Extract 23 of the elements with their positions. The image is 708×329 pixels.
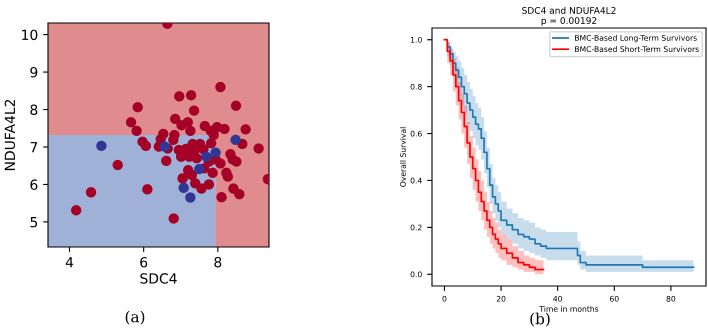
- x-tick-label: 8: [214, 256, 222, 268]
- point: [185, 192, 196, 203]
- y-axis-title: NDUFA4L2: [4, 100, 16, 170]
- y-tick-label: 6: [30, 179, 38, 190]
- y-tick-label: 7: [30, 142, 38, 152]
- y-tick-label: 9: [30, 67, 38, 78]
- y-tick-label: 8: [30, 104, 38, 116]
- y-tick-label: 10: [22, 30, 38, 40]
- x-axis-title: SDC4: [140, 273, 177, 284]
- point: [178, 182, 189, 193]
- point: [230, 134, 241, 146]
- point: [210, 147, 221, 158]
- point: [160, 141, 170, 152]
- point: [194, 164, 204, 174]
- y-tick-label: 5: [30, 217, 38, 228]
- text: (a): [126, 310, 144, 325]
- text: (b): [530, 312, 550, 327]
- chart-title: SDC4 and NDUFA4L2: [522, 6, 616, 14]
- chart-subtitle: p = 0.00192: [542, 17, 596, 26]
- x-tick-label: 4: [66, 257, 74, 268]
- point: [201, 152, 212, 162]
- point: [96, 140, 107, 152]
- x-tick-label: 6: [140, 256, 148, 268]
